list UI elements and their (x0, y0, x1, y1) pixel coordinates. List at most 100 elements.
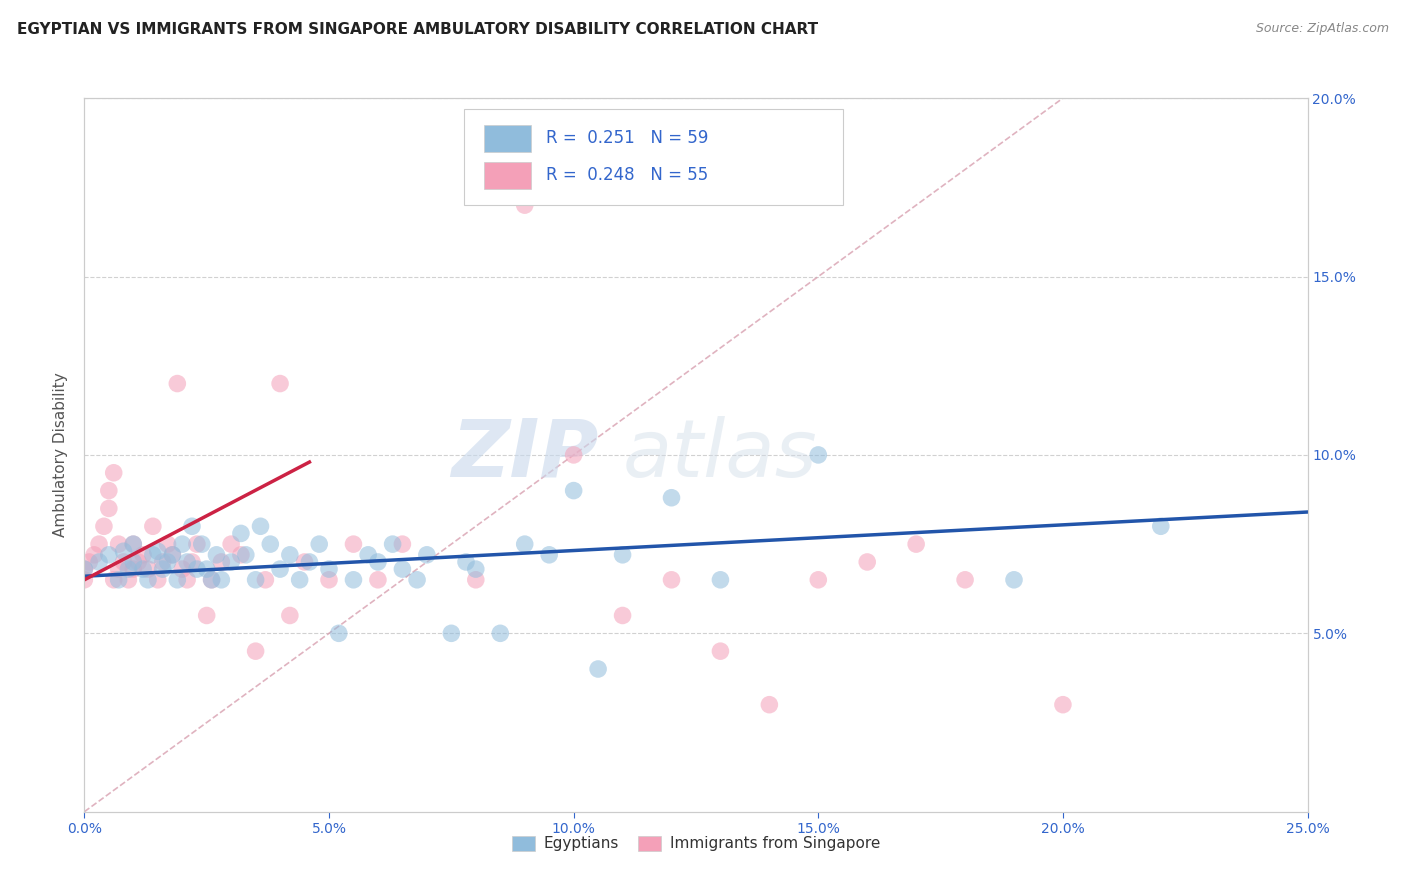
Point (612, 608, 634, 623)
Text: ZIP: ZIP (451, 416, 598, 494)
Point (513, 537, 536, 551)
Point (288, 573, 311, 587)
Point (132, 548, 155, 562)
Point (176, 573, 198, 587)
Point (162, 548, 184, 562)
Point (107, 562, 129, 576)
Point (318, 573, 340, 587)
Point (219, 555, 242, 569)
Point (513, 198, 536, 212)
Point (172, 537, 194, 551)
Point (142, 548, 165, 562)
Point (146, 544, 169, 558)
Point (152, 555, 174, 569)
Point (205, 548, 228, 562)
Point (77, 555, 100, 569)
Point (464, 562, 486, 576)
Point (249, 519, 271, 533)
Point (905, 537, 928, 551)
Point (97, 501, 120, 516)
Text: R =  0.251   N = 59: R = 0.251 N = 59 (546, 129, 707, 147)
Point (152, 562, 174, 576)
Point (1002, 573, 1025, 587)
Point (117, 573, 139, 587)
Point (172, 562, 194, 576)
Point (83, 548, 105, 562)
Point (381, 537, 404, 551)
Point (294, 555, 316, 569)
Point (709, 573, 731, 587)
FancyBboxPatch shape (484, 125, 531, 152)
Point (181, 519, 204, 533)
Text: atlas: atlas (623, 416, 817, 494)
Point (186, 537, 208, 551)
Point (612, 548, 634, 562)
Point (97, 548, 120, 562)
Point (464, 573, 486, 587)
Point (132, 562, 155, 576)
Point (416, 548, 439, 562)
Point (391, 562, 413, 576)
Point (136, 562, 159, 576)
Point (122, 537, 145, 551)
Point (328, 626, 350, 640)
Point (142, 519, 165, 533)
Point (162, 548, 184, 562)
Point (406, 573, 429, 587)
FancyBboxPatch shape (484, 161, 531, 189)
Point (661, 491, 683, 505)
Text: R =  0.248   N = 55: R = 0.248 N = 55 (546, 166, 707, 184)
Point (259, 537, 281, 551)
Point (807, 448, 830, 462)
Point (1150, 519, 1173, 533)
Point (278, 548, 301, 562)
Point (807, 573, 830, 587)
Point (586, 662, 609, 676)
Point (298, 555, 321, 569)
Point (758, 698, 780, 712)
Point (269, 376, 291, 391)
Point (245, 644, 267, 658)
Point (122, 537, 145, 551)
Point (97, 483, 120, 498)
FancyBboxPatch shape (464, 109, 842, 205)
Point (87, 537, 110, 551)
Point (112, 544, 135, 558)
Point (308, 537, 330, 551)
Point (166, 573, 188, 587)
Y-axis label: Ambulatory Disability: Ambulatory Disability (53, 373, 69, 537)
Point (440, 626, 463, 640)
Point (73, 562, 96, 576)
Point (219, 537, 242, 551)
Point (103, 573, 125, 587)
Point (229, 548, 252, 562)
Point (661, 573, 683, 587)
Point (186, 562, 208, 576)
Point (117, 562, 139, 576)
Point (391, 537, 413, 551)
Point (112, 555, 135, 569)
Point (191, 537, 214, 551)
Point (146, 573, 169, 587)
Point (87, 555, 110, 569)
Point (127, 555, 149, 569)
Point (209, 573, 232, 587)
Point (318, 562, 340, 576)
Point (200, 573, 222, 587)
Point (538, 548, 561, 562)
Point (73, 562, 96, 576)
Point (235, 548, 257, 562)
Point (342, 537, 364, 551)
Legend: Egyptians, Immigrants from Singapore: Egyptians, Immigrants from Singapore (506, 830, 886, 857)
Point (342, 573, 364, 587)
Point (278, 608, 301, 623)
Point (181, 555, 204, 569)
Point (489, 626, 512, 640)
Point (367, 555, 389, 569)
Point (709, 644, 731, 658)
Point (245, 573, 267, 587)
Point (856, 555, 879, 569)
Point (195, 608, 218, 623)
Point (73, 573, 96, 587)
Point (357, 548, 380, 562)
